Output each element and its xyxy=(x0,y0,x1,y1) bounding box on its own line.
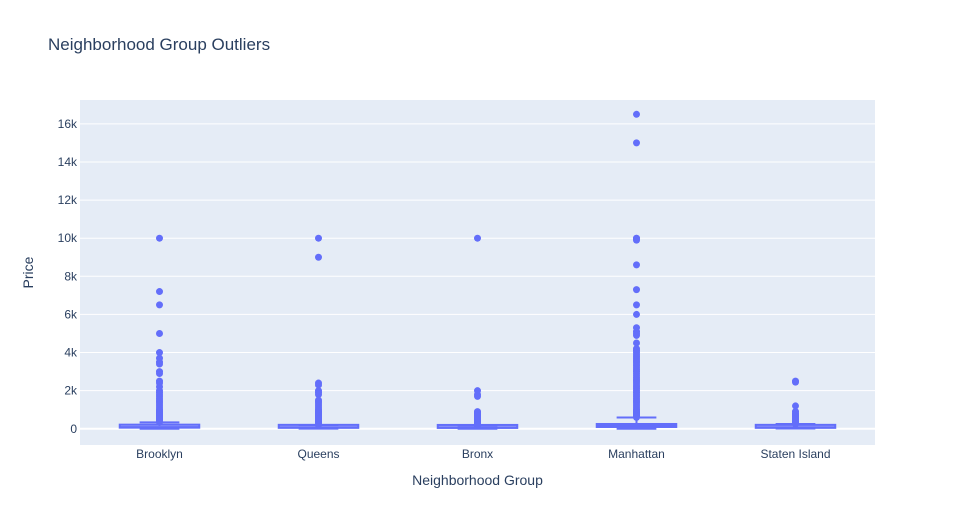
y-tick-label: 12k xyxy=(58,193,78,207)
outlier-point xyxy=(792,378,799,386)
outlier-point xyxy=(156,418,163,426)
chart-title: Neighborhood Group Outliers xyxy=(48,35,270,54)
box-queens[interactable] xyxy=(277,234,360,430)
outlier-point xyxy=(633,139,640,147)
boxes xyxy=(118,110,837,430)
outlier-point xyxy=(156,288,163,296)
outlier-point xyxy=(633,236,640,244)
y-axis-title: Price xyxy=(20,256,36,288)
y-tick-label: 14k xyxy=(58,155,78,169)
outlier-point xyxy=(792,402,799,410)
outlier-point xyxy=(156,301,163,309)
outlier-point xyxy=(633,331,640,339)
outlier-point xyxy=(474,421,481,429)
outlier-point xyxy=(633,310,640,318)
outlier-point xyxy=(315,390,322,398)
outlier-point xyxy=(315,421,322,429)
y-tick-labels: 0 2k 4k 6k 8k 10k 12k 14k 16k xyxy=(58,117,78,436)
x-tick-label: Manhattan xyxy=(608,447,665,461)
x-tick-label: Bronx xyxy=(462,447,493,461)
outlier-point xyxy=(315,253,322,261)
y-tick-label: 16k xyxy=(58,117,78,131)
outlier-point xyxy=(633,110,640,118)
outlier-point xyxy=(156,360,163,368)
y-tick-label: 0 xyxy=(70,422,77,436)
x-tick-label: Brooklyn xyxy=(136,447,183,461)
outlier-point xyxy=(474,392,481,400)
outlier-point xyxy=(156,234,163,242)
outlier-point xyxy=(156,370,163,378)
outlier-point xyxy=(633,301,640,309)
outlier-point xyxy=(633,286,640,294)
outlier-point xyxy=(633,339,640,347)
y-tick-label: 8k xyxy=(64,269,78,283)
outlier-point xyxy=(315,381,322,389)
y-tick-label: 4k xyxy=(64,346,78,360)
outlier-point xyxy=(156,329,163,337)
x-tick-label: Queens xyxy=(297,447,339,461)
box-manhattan[interactable] xyxy=(595,110,678,430)
outlier-point xyxy=(633,413,640,421)
outlier-point xyxy=(792,420,799,428)
x-tick-label: Staten Island xyxy=(760,447,830,461)
outlier-point xyxy=(315,234,322,242)
box-bronx[interactable] xyxy=(436,234,519,430)
box-brooklyn[interactable] xyxy=(118,234,201,430)
y-tick-label: 6k xyxy=(64,307,78,321)
y-tick-label: 2k xyxy=(64,384,78,398)
box-staten-island[interactable] xyxy=(754,377,837,430)
outlier-point xyxy=(156,349,163,357)
outlier-point xyxy=(474,234,481,242)
x-axis-title: Neighborhood Group xyxy=(412,472,543,488)
y-tick-label: 10k xyxy=(58,231,78,245)
outlier-point xyxy=(633,261,640,269)
x-tick-labels: Brooklyn Queens Bronx Manhattan Staten Islan… xyxy=(136,447,830,461)
